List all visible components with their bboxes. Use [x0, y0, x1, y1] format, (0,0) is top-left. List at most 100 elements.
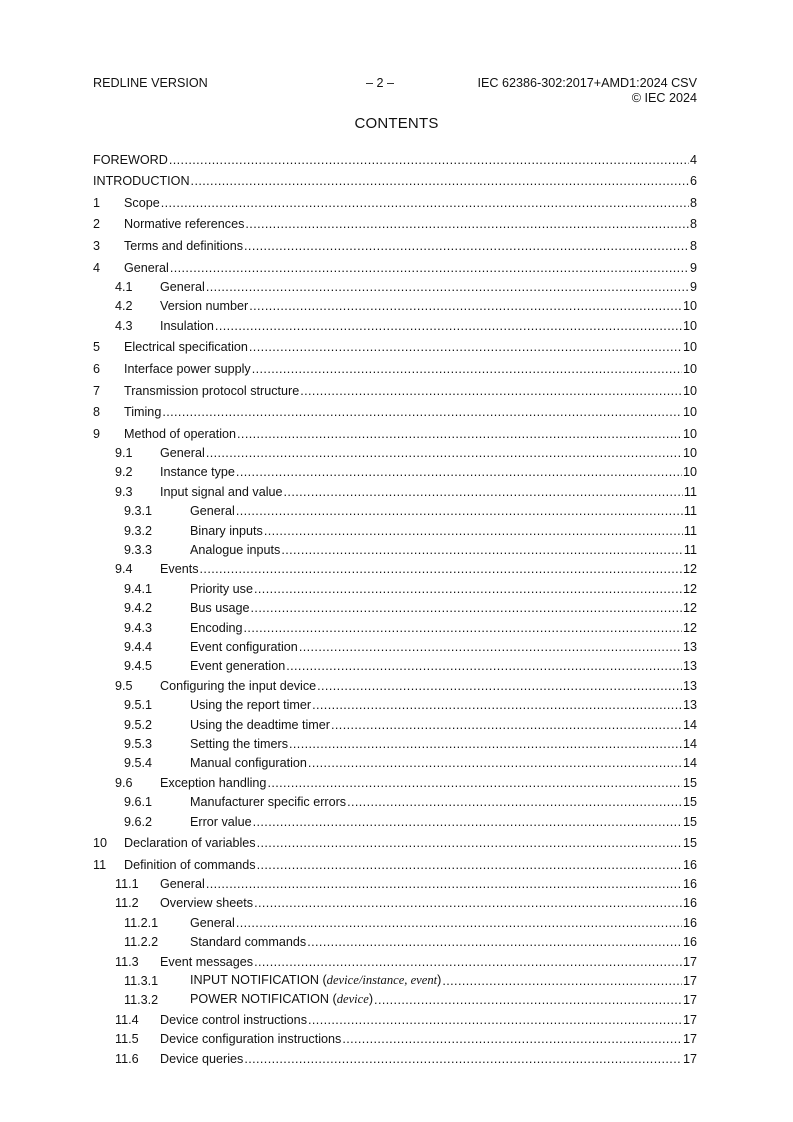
dot-leader — [289, 737, 682, 751]
toc-entry[interactable]: 9.2 Instance type 10 — [93, 460, 697, 479]
toc-entry[interactable]: 11.3 Event messages 17 — [93, 949, 697, 969]
toc-entry[interactable]: 9.3.1 General 11 — [93, 499, 697, 518]
toc-entry[interactable]: 11.2.1 General 16 — [93, 910, 697, 930]
toc-entry[interactable]: 4.3 Insulation 10 — [93, 313, 697, 333]
toc-entry-page: 10 — [682, 299, 697, 314]
toc-entry[interactable]: 5 Electrical specification 10 — [93, 333, 697, 355]
toc-entry-page: 17 — [682, 1012, 697, 1027]
toc-entry[interactable]: 9.6.2 Error value 15 — [93, 809, 697, 829]
toc-entry-title-text: General — [190, 504, 235, 519]
toc-entry-title-text: Event configuration — [190, 640, 298, 654]
toc-entry-title-text: General — [190, 915, 235, 930]
toc-entry-number: 11.6 — [115, 1051, 139, 1066]
toc-entry-page: 9 — [689, 279, 697, 294]
toc-entry[interactable]: 11.6 Device queries 17 — [93, 1046, 697, 1066]
toc-entry-title: General — [190, 504, 235, 518]
toc-entry-title: Normative references — [124, 217, 244, 231]
toc-entry[interactable]: 9 Method of operation 10 — [93, 419, 697, 441]
toc-entry[interactable]: 9.5.2 Using the deadtime timer 14 — [93, 712, 697, 732]
toc-entry[interactable]: 1 Scope 8 — [93, 188, 697, 210]
dot-leader — [342, 1032, 682, 1046]
toc-entry-number: 11.1 — [115, 877, 139, 892]
toc-entry[interactable]: 9.4 Events 12 — [93, 557, 697, 576]
toc-entry[interactable]: 9.5.4 Manual configuration 14 — [93, 751, 697, 770]
toc-entry-title-text: Manual configuration — [190, 756, 307, 771]
toc-entry[interactable]: 4.1 General 9 — [93, 275, 697, 294]
toc-entry[interactable]: INTRODUCTION 6 — [93, 167, 697, 189]
toc-entry[interactable]: 7 Transmission protocol structure 10 — [93, 376, 697, 398]
toc-entry-title: Transmission protocol structure — [124, 384, 299, 398]
toc-entry-title: Instance type — [160, 465, 235, 479]
toc-entry-page: 6 — [689, 174, 697, 189]
toc-entry-title: Events — [160, 562, 199, 576]
toc-entry[interactable]: 11.2.2 Standard commands 16 — [93, 930, 697, 949]
toc-entry-page: 15 — [682, 775, 697, 790]
dot-leader — [169, 153, 689, 167]
dot-leader — [252, 362, 682, 376]
toc-entry[interactable]: 10 Declaration of variables 15 — [93, 829, 697, 851]
toc-entry[interactable]: 9.3.2 Binary inputs 11 — [93, 518, 697, 538]
toc-entry-number: 9.1 — [115, 446, 133, 461]
toc-entry-number: 9.4 — [115, 562, 133, 577]
toc-entry[interactable]: 11.3.1 INPUT NOTIFICATION (device/instanc… — [93, 969, 697, 988]
toc-entry[interactable]: 9.5.1 Using the report timer 13 — [93, 693, 697, 712]
toc-entry[interactable]: 9.6.1 Manufacturer specific errors 15 — [93, 790, 697, 809]
dot-leader — [257, 858, 682, 872]
toc-entry-page: 10 — [682, 340, 697, 355]
toc-entry[interactable]: 9.1 General 10 — [93, 441, 697, 460]
toc-entry-title: INPUT NOTIFICATION (device/instance, eve… — [190, 973, 441, 988]
toc-entry-title: Using the report timer — [190, 698, 311, 712]
toc-entry[interactable]: 11.2 Overview sheets 16 — [93, 891, 697, 910]
toc-entry-page: 17 — [682, 1051, 697, 1066]
toc-entry[interactable]: 9.3.3 Analogue inputs 11 — [93, 538, 697, 557]
toc-entry[interactable]: 9.3 Input signal and value 11 — [93, 479, 697, 499]
toc-entry-title-text: Device control instructions — [160, 1012, 307, 1027]
toc-entry[interactable]: 9.4.3 Encoding 12 — [93, 615, 697, 635]
dot-leader — [317, 679, 682, 693]
toc-entry[interactable]: 11.4 Device control instructions 17 — [93, 1007, 697, 1027]
toc-entry-number: 11.2.2 — [124, 935, 159, 950]
toc-entry[interactable]: 8 Timing 10 — [93, 398, 697, 419]
toc-entry-title-text: Event generation — [190, 659, 286, 674]
toc-entry[interactable]: 9.5 Configuring the input device 13 — [93, 673, 697, 693]
toc-entry-title-text: Error value — [190, 814, 252, 829]
toc-entry-title: Binary inputs — [190, 524, 263, 538]
toc-entry-title: Input signal and value — [160, 485, 283, 499]
toc-entry-number: 10 — [93, 836, 108, 851]
toc-entry-title-text: Using the deadtime timer — [190, 717, 330, 732]
dot-leader — [286, 659, 682, 673]
toc-entry-title: INTRODUCTION — [93, 174, 190, 188]
dot-leader — [236, 504, 683, 518]
toc-entry[interactable]: 4.2 Version number 10 — [93, 294, 697, 313]
toc-entry-page: 10 — [682, 361, 697, 376]
toc-entry[interactable]: 3 Terms and definitions 8 — [93, 231, 697, 253]
toc-entry[interactable]: 9.4.4 Event configuration 13 — [93, 635, 697, 654]
toc-entry[interactable]: 9.4.5 Event generation 13 — [93, 654, 697, 673]
toc-entry-page: 10 — [682, 426, 697, 441]
toc-entry[interactable]: 9.4.2 Bus usage 12 — [93, 596, 697, 615]
toc-entry[interactable]: 4 General 9 — [93, 253, 697, 275]
dot-leader — [254, 896, 682, 910]
toc-entry[interactable]: 9.6 Exception handling 15 — [93, 770, 697, 790]
toc-entry[interactable]: 9.5.3 Setting the timers 14 — [93, 732, 697, 751]
toc-entry-title-text: Electrical specification — [124, 340, 248, 355]
toc-entry-page: 8 — [689, 217, 697, 232]
dot-leader — [331, 718, 682, 732]
toc-entry[interactable]: 11.5 Device configuration instructions 17 — [93, 1027, 697, 1046]
toc-entry-title-text: Binary inputs — [190, 523, 263, 538]
toc-entry[interactable]: 6 Interface power supply 10 — [93, 354, 697, 376]
toc-entry[interactable]: FOREWORD 4 — [93, 145, 697, 167]
dot-leader — [281, 543, 683, 557]
dot-leader — [200, 562, 682, 576]
toc-entry[interactable]: 2 Normative references 8 — [93, 210, 697, 232]
toc-entry[interactable]: 11.1 General 16 — [93, 872, 697, 891]
toc-entry[interactable]: 11.3.2 POWER NOTIFICATION (device) 17 — [93, 988, 697, 1007]
toc-entry-number: 9.5.3 — [124, 736, 153, 751]
dot-leader — [308, 1013, 682, 1027]
toc-entry[interactable]: 9.4.1 Priority use 12 — [93, 576, 697, 596]
toc-entry-page: 16 — [682, 877, 697, 892]
toc-entry-title-text: Method of operation — [124, 426, 237, 441]
toc-entry-title: General — [190, 916, 235, 930]
toc-entry-title: Event configuration — [190, 640, 298, 654]
toc-entry[interactable]: 11 Definition of commands 16 — [93, 850, 697, 872]
